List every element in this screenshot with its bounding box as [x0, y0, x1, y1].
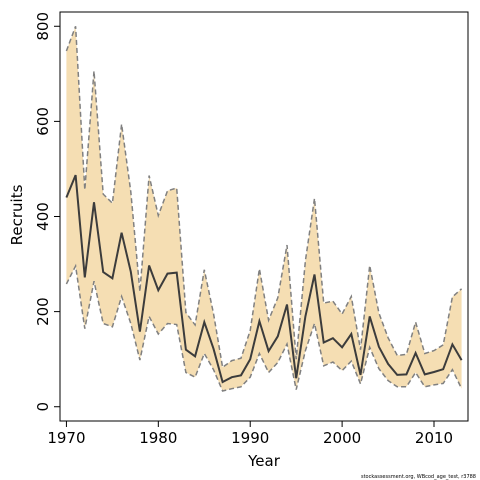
x-tick-label: 2010 [415, 429, 453, 447]
x-tick-label: 2000 [323, 429, 361, 447]
plot-area [65, 26, 463, 392]
y-tick-label: 400 [34, 202, 52, 231]
y-tick-label: 600 [34, 107, 52, 136]
x-tick-label: 1970 [47, 429, 85, 447]
chart-caption: stockassessment.org, WBcod_age_test, r37… [361, 474, 476, 480]
axes: 1970 1980 1990 2000 2010 0 200 400 600 800 [34, 11, 469, 447]
y-tick-label: 200 [34, 297, 52, 326]
x-axis-title: Year [247, 452, 281, 470]
y-axis-title: Recruits [8, 184, 26, 245]
estimate-line [65, 174, 463, 384]
confidence-band [66, 26, 462, 392]
y-tick-label: 800 [34, 12, 52, 41]
y-tick-label: 0 [34, 402, 52, 412]
lower-bound-line [65, 263, 463, 392]
x-tick-label: 1980 [139, 429, 177, 447]
upper-bound-line [65, 26, 463, 369]
x-tick-label: 1990 [231, 429, 269, 447]
